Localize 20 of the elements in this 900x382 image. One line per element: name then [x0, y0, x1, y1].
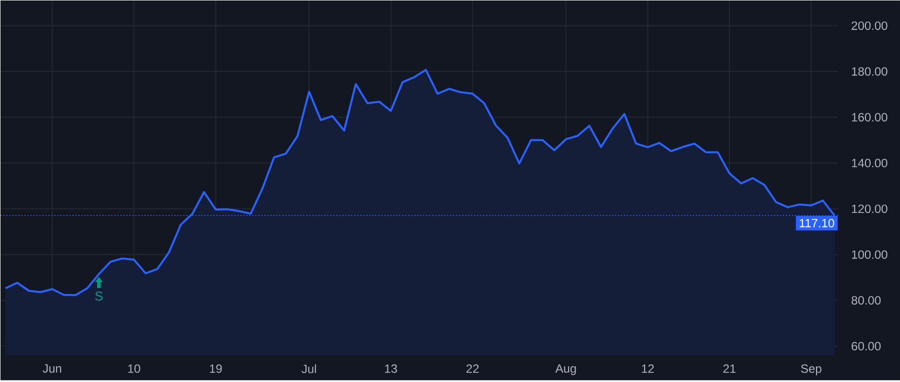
annotation: S — [95, 291, 103, 301]
x-tick-label: Jun — [42, 364, 62, 373]
x-tick-label: 12 — [642, 364, 654, 373]
x-tick-label: 19 — [210, 364, 222, 373]
x-tick-label: 10 — [128, 364, 140, 373]
y-tick-label: 100.00 — [852, 250, 888, 259]
y-tick-label: 180.00 — [852, 67, 888, 76]
x-tick-label: Jul — [302, 364, 316, 374]
y-tick-label: 120.00 — [852, 204, 888, 214]
x-tick-label: 22 — [466, 364, 479, 373]
x-tick-label: 21 — [723, 364, 736, 373]
x-tick-label: Aug — [555, 364, 576, 376]
y-tick-label: 140.00 — [852, 158, 888, 168]
y-tick-label: 200.00 — [852, 21, 888, 30]
y-tick-label: 60.00 — [852, 342, 881, 350]
x-tick-label: 13 — [385, 364, 397, 373]
ref-line-label: 117.10 — [800, 218, 834, 228]
y-tick-label: 160.00 — [852, 113, 888, 122]
x-tick-label: Sep — [801, 364, 822, 376]
y-tick-label: 80.00 — [852, 296, 881, 305]
